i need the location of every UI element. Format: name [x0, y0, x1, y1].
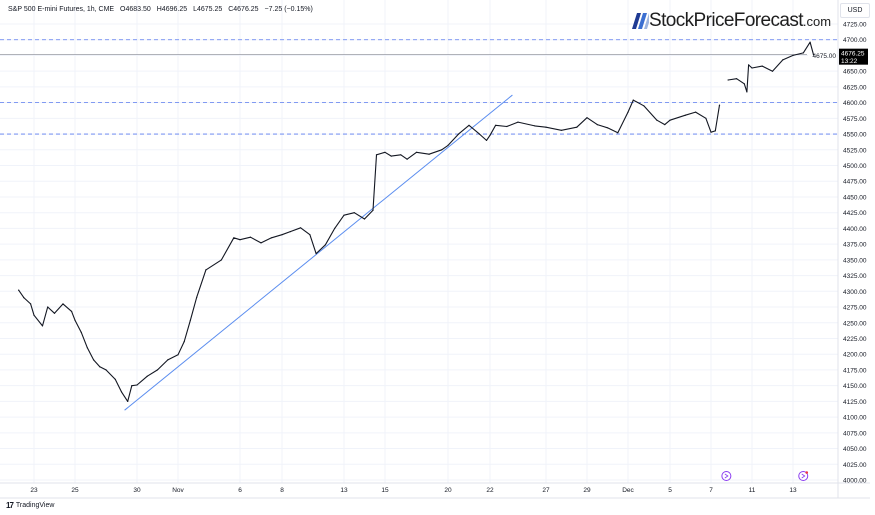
x-tick-label: 15: [381, 487, 389, 494]
y-tick-label: 4175.00: [843, 367, 867, 374]
y-tick-label: 4600.00: [843, 100, 867, 107]
brand-name: StockPriceForecast: [649, 10, 804, 31]
ohlc-low: L4675.25: [193, 6, 223, 13]
x-tick-label: 25: [71, 487, 79, 494]
y-tick-label-background: [808, 50, 837, 60]
x-tick-label: 13: [789, 487, 797, 494]
y-tick-label: 4350.00: [843, 257, 867, 264]
y-tick-label: 4500.00: [843, 163, 867, 170]
x-tick-label: 6: [238, 487, 242, 494]
brand-suffix: .com: [802, 13, 832, 29]
y-tick-label: 4250.00: [843, 320, 867, 327]
trendline: [124, 94, 513, 411]
event-glyph: [724, 473, 729, 479]
y-tick-label: 4000.00: [843, 478, 867, 485]
slashes-logo-icon: [632, 13, 649, 29]
x-tick-label: 30: [133, 487, 141, 494]
y-tick-label: 4150.00: [843, 383, 867, 390]
y-tick-label: 4625.00: [843, 84, 867, 91]
x-tick-label: 5: [668, 487, 672, 494]
y-tick-label: 4400.00: [843, 226, 867, 233]
tradingview-label: TradingView: [15, 502, 55, 509]
ohlc-open: O4683.50: [120, 6, 151, 13]
symbol-legend: S&P 500 E-mini Futures, 1h, CME O4683.50…: [8, 6, 317, 13]
ohlc-high: H4696.25: [156, 6, 188, 13]
y-tick-label: 4225.00: [843, 336, 867, 343]
price-series: [18, 41, 815, 402]
x-tick-label: 11: [749, 487, 756, 494]
y-tick-label: 4325.00: [843, 273, 867, 280]
y-tick-label: 4700.00: [843, 37, 867, 44]
bar-countdown: 13:22: [841, 58, 858, 65]
x-tick-label: 8: [280, 487, 284, 494]
y-tick-label: 4125.00: [843, 399, 867, 406]
x-tick-label: 27: [542, 487, 550, 494]
x-tick-label: 23: [30, 487, 38, 494]
currency-label[interactable]: USD: [840, 3, 870, 18]
x-tick-label: 13: [340, 487, 348, 494]
y-tick-label: 4100.00: [843, 415, 867, 422]
y-tick-label: 4275.00: [843, 305, 867, 312]
y-tick-label: 4025.00: [843, 462, 867, 469]
event-glyph: [801, 473, 806, 479]
y-tick-label: 4450.00: [843, 194, 867, 201]
ohlc-change: −7.25 (−0.15%): [264, 6, 313, 13]
x-tick-label: 29: [583, 487, 591, 494]
x-tick-label: 7: [709, 487, 713, 494]
event-notification-dot: [805, 471, 809, 474]
y-tick-label: 4375.00: [843, 242, 867, 249]
y-tick-label: 4425.00: [843, 210, 867, 217]
last-price-badge: [839, 48, 868, 65]
y-tick-label: 4725.00: [843, 22, 867, 29]
economic-event-icon: [798, 471, 809, 481]
y-tick-label: 4650.00: [843, 69, 867, 76]
economic-event-icon: [721, 471, 732, 481]
last-price-value: 4676.25: [841, 51, 865, 58]
symbol-title: S&P 500 E-mini Futures, 1h, CME: [8, 6, 115, 13]
y-tick-label: 4200.00: [843, 352, 867, 359]
y-tick-label: 4525.00: [843, 147, 867, 154]
y-tick-label: 4475.00: [843, 179, 867, 186]
tradingview-logo-icon: 17: [6, 501, 14, 510]
price-line: [18, 41, 815, 402]
brand-logo: StockPriceForecast .com: [627, 10, 831, 32]
y-tick-label: 4300.00: [843, 289, 867, 296]
y-tick-label: 4075.00: [843, 430, 867, 437]
ohlc-close: C4676.25: [228, 6, 259, 13]
y-tick-label: 4050.00: [843, 446, 867, 453]
y-tick-label: 4575.00: [843, 116, 867, 123]
tradingview-footer: 17 TradingView: [6, 501, 54, 510]
y-tick-label: 4550.00: [843, 132, 867, 139]
x-tick-label: 22: [486, 487, 494, 494]
x-tick-label: 20: [444, 487, 452, 494]
y-tick-label: 4675.00: [813, 53, 837, 60]
x-tick-label: Dec: [622, 487, 634, 494]
x-tick-label: Nov: [172, 487, 184, 494]
